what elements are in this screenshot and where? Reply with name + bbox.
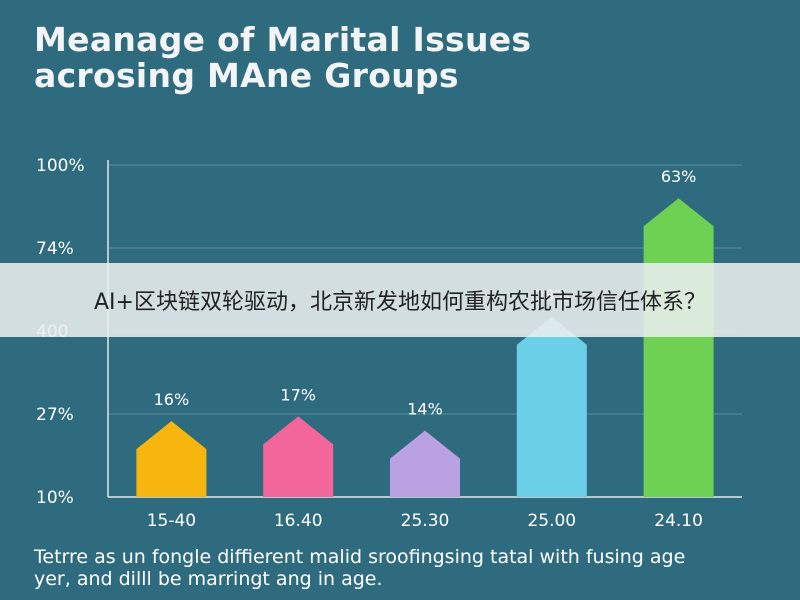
x-tick-label: 16.40 [274, 511, 323, 531]
bar [263, 416, 334, 497]
y-tick-label: 27% [36, 405, 74, 425]
y-tick-label: 74% [36, 239, 74, 259]
bar [136, 421, 207, 497]
bar [516, 316, 587, 497]
chart-caption: Tetrre as un fongle diffierent malid sro… [34, 546, 774, 590]
x-tick-label: 25.30 [401, 511, 450, 531]
x-tick-label: 15-40 [147, 511, 196, 531]
banner-text: AI+区块链双轮驱动，北京新发地如何重构农批市场信任体系？ [94, 290, 706, 315]
data-label: 63% [661, 167, 697, 186]
caption-line-1: Tetrre as un fongle diffierent malid sro… [34, 546, 686, 568]
bar [643, 198, 714, 497]
chart-title-line-2: acrosing MAne Groups [34, 56, 459, 95]
data-label: 17% [280, 385, 316, 404]
x-tick-label: 24.10 [654, 511, 703, 531]
caption-line-2: yer, and dilll be marringt ang in age. [34, 568, 383, 590]
data-label: 14% [407, 400, 443, 419]
chart-title: Meanage of Marital Issues acrosing MAne … [34, 22, 734, 94]
overlay-banner: AI+区块链双轮驱动，北京新发地如何重构农批市场信任体系？ [0, 263, 800, 337]
data-label: 16% [154, 390, 190, 409]
chart-title-line-1: Meanage of Marital Issues [34, 20, 532, 59]
x-tick-label: 25.00 [527, 511, 576, 531]
y-tick-label: 10% [36, 488, 74, 508]
y-tick-label: 100% [36, 156, 85, 176]
bar [390, 430, 460, 497]
